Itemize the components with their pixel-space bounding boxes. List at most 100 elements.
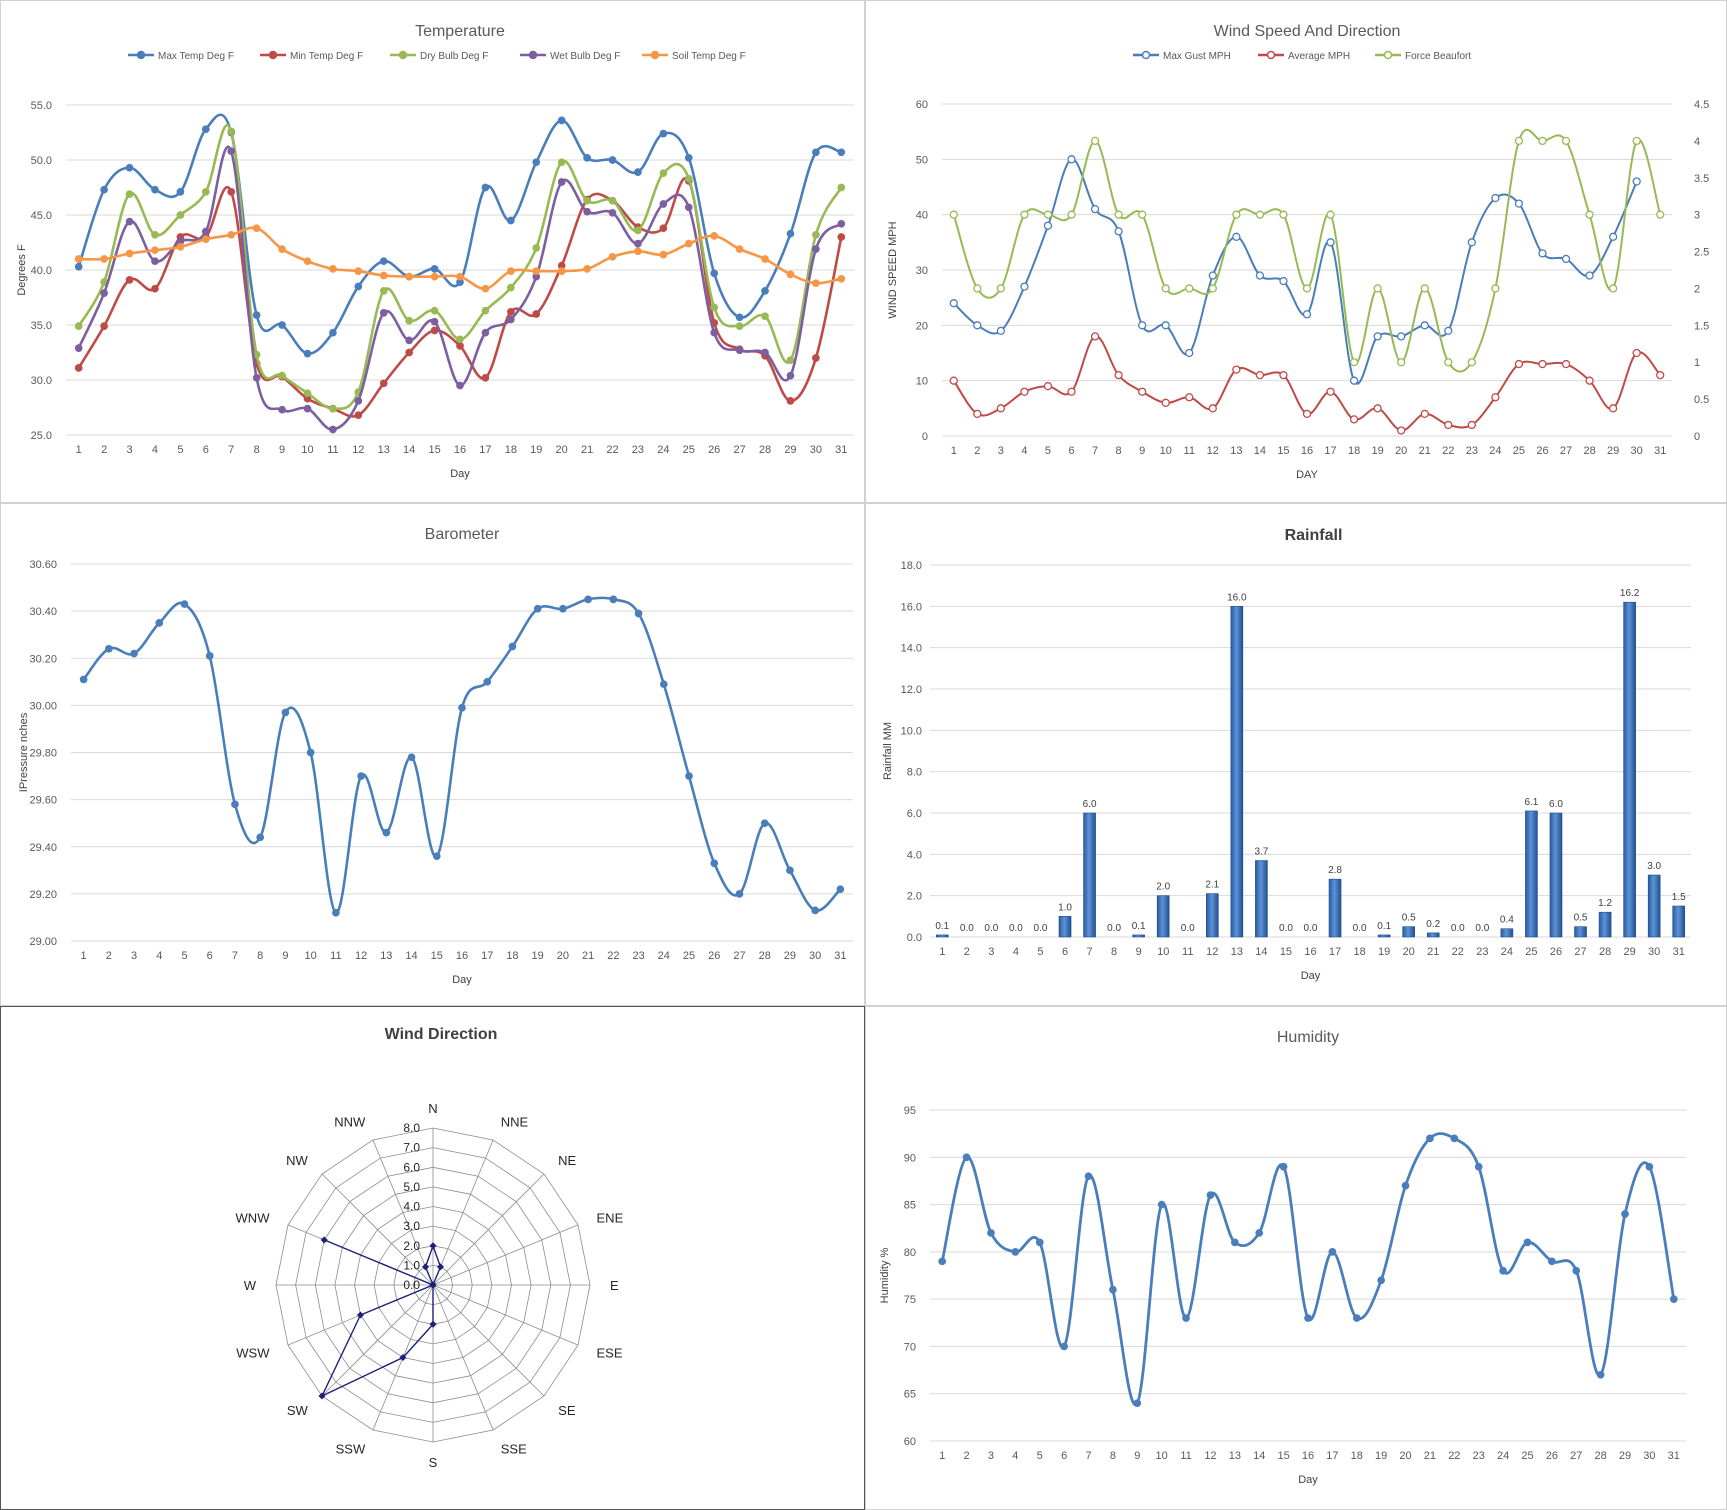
data-point [1621, 1210, 1629, 1218]
radar-data-point [421, 1263, 430, 1271]
legend-label: Average MPH [1288, 51, 1350, 62]
data-point [532, 244, 541, 252]
data-point [1444, 326, 1453, 336]
x-tick-label: 30 [1643, 1450, 1655, 1462]
data-point [354, 282, 363, 291]
data-point [584, 595, 592, 604]
bar-data-label: 0.0 [1475, 923, 1489, 934]
x-tick-label: 27 [733, 950, 745, 962]
data-point [332, 908, 340, 917]
data-point [1420, 409, 1429, 419]
data-point [1474, 1162, 1483, 1171]
x-tick-label: 17 [1326, 1450, 1338, 1462]
y-tick-label: 30.0 [31, 375, 52, 387]
y-tick-label: 29.00 [29, 936, 57, 948]
radar-data-point [320, 1236, 328, 1244]
data-point [987, 1229, 995, 1237]
chart-title: Rainfall [1285, 527, 1343, 544]
data-point [532, 310, 541, 318]
data-point [812, 279, 820, 288]
data-point [1467, 420, 1476, 430]
legend-marker [268, 50, 278, 60]
data-point [1514, 359, 1524, 369]
data-point [684, 153, 693, 162]
x-tick-label: 25 [1525, 946, 1537, 958]
data-point [786, 866, 794, 875]
radar-category-label: SE [558, 1403, 576, 1418]
x-tick-label: 1 [939, 1450, 945, 1462]
data-point [1401, 1181, 1410, 1190]
bar [1426, 932, 1440, 938]
y-tick-label: 55.0 [31, 100, 52, 112]
data-point [1349, 376, 1359, 385]
data-point [837, 148, 846, 157]
x-tick-label: 28 [759, 950, 771, 962]
legend-marker [136, 50, 146, 60]
x-tick-label: 2 [974, 445, 980, 457]
y-axis-label: Humidity % [879, 1247, 891, 1303]
bar-data-label: 1.0 [1058, 902, 1072, 913]
x-tick-label: 6 [1062, 946, 1068, 958]
data-point [354, 411, 363, 420]
data-point [811, 906, 820, 915]
bar-data-label: 16.0 [1227, 592, 1247, 603]
legend-marker [1266, 50, 1276, 60]
x-tick-label: 12 [1207, 445, 1219, 457]
x-tick-label: 28 [759, 444, 771, 456]
data-point [786, 397, 795, 405]
data-point [1279, 210, 1288, 219]
x-tick-label: 5 [181, 950, 187, 962]
x-tick-label: 6 [203, 444, 209, 456]
data-point [557, 267, 566, 275]
x-tick-label: 1 [81, 950, 87, 962]
data-point [710, 232, 719, 240]
bar [935, 934, 949, 938]
data-point [1206, 1191, 1215, 1199]
x-tick-label: 3 [988, 946, 994, 958]
data-point [634, 609, 643, 618]
data-point [379, 271, 388, 280]
data-point [1420, 284, 1429, 293]
data-point [379, 257, 388, 266]
x-tick-label: 25 [1521, 1450, 1533, 1462]
radar-category-label: NE [558, 1153, 576, 1168]
data-point [1538, 136, 1547, 146]
data-point [1326, 210, 1335, 219]
x-tick-label: 1 [76, 444, 82, 456]
x-tick-label: 11 [327, 444, 338, 456]
data-point [1020, 282, 1029, 291]
y-tick-label: 0.0 [907, 932, 922, 944]
y-axis-label: IPressure nches [18, 712, 30, 792]
data-point [634, 226, 642, 235]
x-tick-label: 29 [784, 950, 796, 962]
data-point [205, 652, 214, 660]
x-tick-label: 16 [454, 444, 466, 456]
data-point [684, 239, 693, 248]
data-point [1349, 358, 1359, 367]
x-tick-label: 22 [607, 950, 619, 962]
data-point [735, 346, 744, 355]
x-tick-label: 23 [632, 444, 644, 456]
data-point [761, 255, 769, 263]
radar-category-label: SW [287, 1403, 309, 1418]
data-point [1185, 284, 1194, 293]
x-tick-label: 24 [658, 950, 670, 962]
data-point [506, 307, 515, 316]
data-point [1561, 254, 1571, 264]
bar-data-label: 1.5 [1672, 892, 1686, 903]
data-point [125, 276, 134, 284]
radar-spoke [372, 1139, 434, 1286]
data-point [836, 885, 845, 894]
x-tick-label: 31 [1668, 1450, 1680, 1462]
data-point [74, 262, 83, 271]
data-point [1491, 393, 1500, 402]
data-point [483, 677, 492, 686]
data-point [201, 125, 210, 134]
legend-label: Force Beaufort [1405, 51, 1471, 62]
data-point [1585, 376, 1594, 385]
radar-tick-label: 7.0 [403, 1141, 420, 1155]
data-point [104, 644, 113, 653]
legend-marker [398, 50, 408, 60]
radar-data-point [436, 1263, 445, 1271]
data-point [1608, 232, 1618, 241]
